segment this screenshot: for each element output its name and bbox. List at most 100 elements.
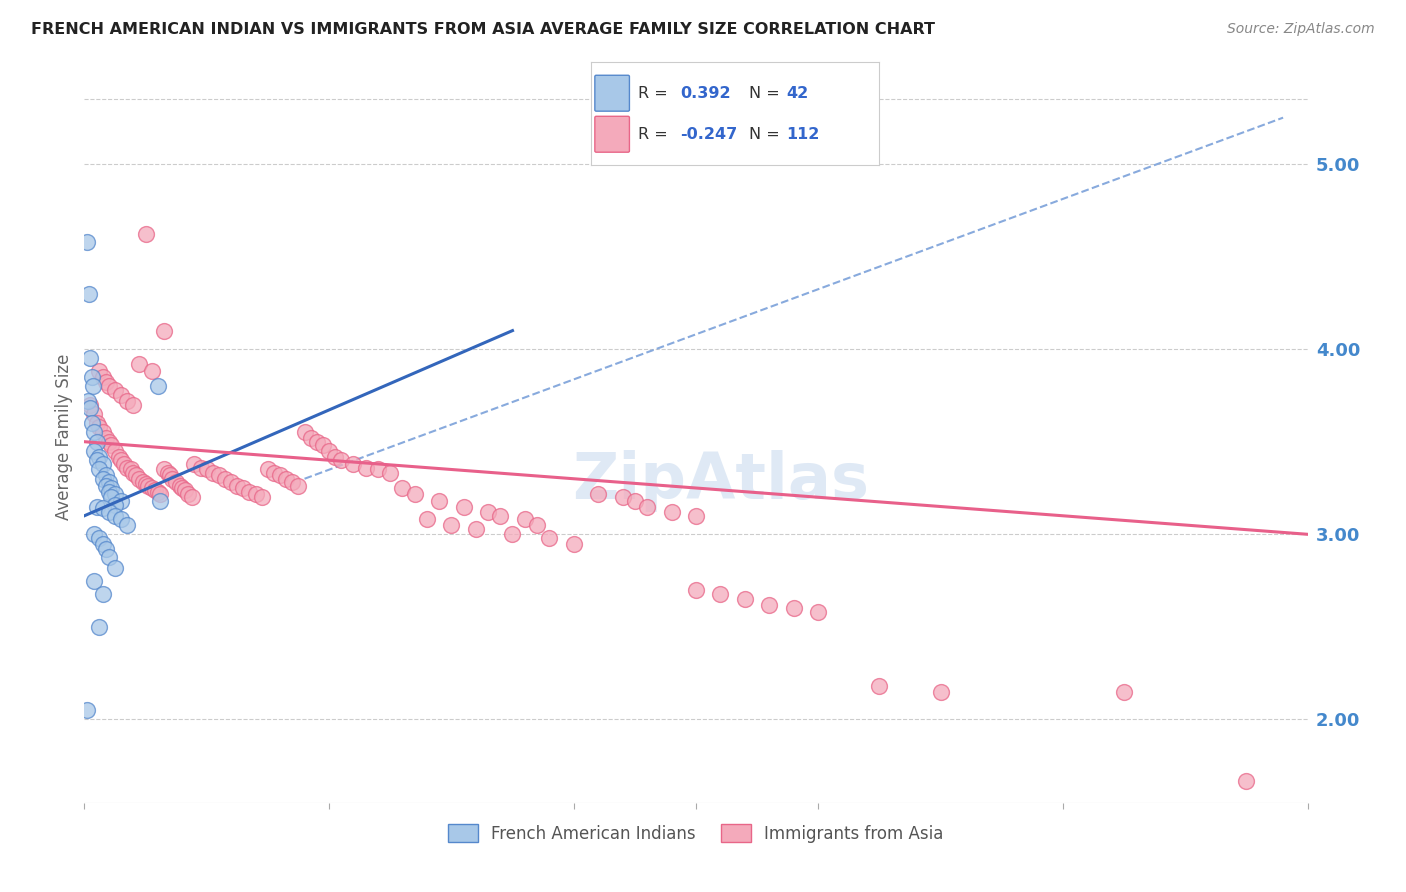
Point [685,582,707,597]
Point [96,431,118,445]
Text: Source: ZipAtlas.com: Source: ZipAtlas.com [1227,22,1375,37]
Point [201,466,224,480]
Point [76,703,98,717]
Point [1236,773,1258,788]
Point [91,457,114,471]
Point [135,477,157,491]
Point [513,512,536,526]
Point [132,475,155,490]
Point [312,438,335,452]
Point [169,479,191,493]
Text: 112: 112 [786,127,820,142]
Point [104,486,127,500]
Point [183,457,205,471]
Point [104,498,127,512]
Point [195,462,218,476]
Point [87,531,110,545]
Point [219,475,242,490]
Point [453,500,475,514]
Point [86,453,108,467]
Point [181,490,204,504]
Point [80,416,103,430]
Point [136,479,159,493]
Point [100,438,122,452]
Point [97,484,120,499]
Point [323,450,346,464]
Point [929,684,952,698]
Point [526,518,548,533]
Text: R =: R = [638,127,668,142]
Point [100,481,122,495]
Point [128,357,150,371]
Point [97,549,120,564]
Point [636,500,658,514]
Point [77,286,100,301]
Point [91,472,114,486]
Point [104,383,127,397]
Point [83,574,105,588]
Point [685,508,707,523]
Point [416,512,439,526]
Text: R =: R = [638,86,668,101]
Point [226,479,249,493]
Point [294,425,316,440]
Point [427,494,450,508]
Point [318,444,340,458]
Point [135,227,157,242]
Point [86,434,108,449]
Text: -0.247: -0.247 [681,127,737,142]
Point [1114,684,1136,698]
Point [305,434,328,449]
Point [91,536,114,550]
Point [76,235,98,249]
Point [342,457,364,471]
Point [354,460,377,475]
Point [502,527,524,541]
Point [489,508,512,523]
Point [869,679,891,693]
Point [91,370,114,384]
Point [330,453,353,467]
Point [586,486,609,500]
Point [128,472,150,486]
Point [734,592,756,607]
Point [87,420,110,434]
Point [257,462,280,476]
Point [367,462,389,476]
Point [141,364,163,378]
Point [612,490,634,504]
Point [807,605,830,619]
Point [173,483,195,497]
Point [110,512,132,526]
Point [110,453,132,467]
Point [661,505,683,519]
FancyBboxPatch shape [595,116,630,153]
Text: 0.392: 0.392 [681,86,731,101]
Point [391,481,413,495]
Point [159,468,181,483]
Point [153,324,176,338]
Point [120,462,142,476]
Point [245,486,267,500]
Point [97,475,120,490]
Point [190,460,212,475]
Text: FRENCH AMERICAN INDIAN VS IMMIGRANTS FROM ASIA AVERAGE FAMILY SIZE CORRELATION C: FRENCH AMERICAN INDIAN VS IMMIGRANTS FRO… [31,22,935,37]
Point [115,460,138,475]
Point [110,388,132,402]
Legend: French American Indians, Immigrants from Asia: French American Indians, Immigrants from… [441,818,950,849]
Point [758,598,780,612]
Point [86,416,108,430]
Point [96,468,118,483]
Point [80,370,103,384]
Point [91,425,114,440]
Y-axis label: Average Family Size: Average Family Size [55,354,73,520]
Point [709,586,731,600]
Point [79,401,101,416]
Point [380,466,402,480]
Point [86,500,108,514]
Text: N =: N = [749,127,780,142]
Point [122,466,145,480]
Point [100,490,122,504]
Point [624,494,647,508]
Point [83,527,105,541]
